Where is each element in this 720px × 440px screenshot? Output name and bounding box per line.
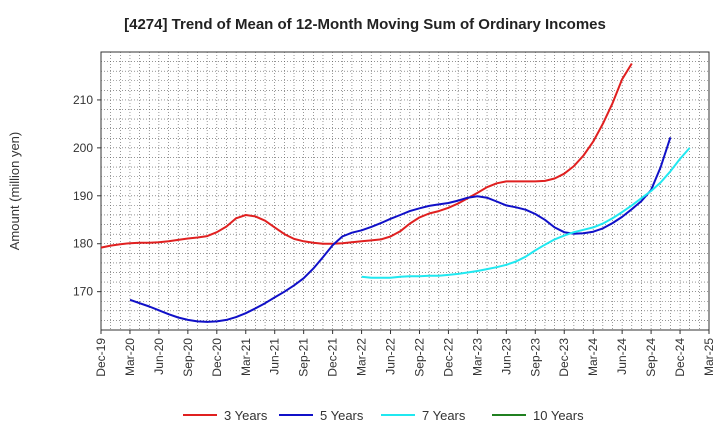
x-tick-label: Sep-20 (181, 338, 195, 377)
x-tick-label: Dec-22 (441, 338, 455, 377)
x-tick-label: Sep-24 (644, 338, 658, 377)
x-tick-label: Mar-21 (239, 338, 253, 376)
y-tick-label: 180 (73, 237, 93, 251)
y-tick-label: 190 (73, 189, 93, 203)
grid-lines (101, 52, 709, 330)
x-tick-label: Mar-25 (702, 338, 716, 376)
x-tick-label: Jun-23 (499, 338, 513, 375)
x-tick-label: Mar-23 (470, 338, 484, 376)
x-tick-label: Jun-22 (384, 338, 398, 375)
x-tick-label: Mar-24 (586, 338, 600, 376)
series-line-3-years (100, 62, 633, 249)
series-line-7-years (361, 147, 691, 279)
x-tick-label: Jun-24 (615, 338, 629, 375)
series-line-5-years (129, 136, 672, 323)
legend: 3 Years 5 Years 7 Years 10 Years (183, 408, 584, 423)
y-tick-label: 210 (73, 93, 93, 107)
x-tick-label: Mar-20 (123, 338, 137, 376)
legend-label-10-years: 10 Years (533, 408, 584, 423)
x-axis-ticks: Dec-19 Mar-20 Jun-20 Sep-20 Dec-20 Mar-21 Jun-… (94, 330, 716, 377)
plot-area (100, 51, 710, 331)
x-tick-label: Dec-19 (94, 338, 108, 377)
x-tick-label: Sep-23 (528, 338, 542, 377)
y-axis-ticks: 170 180 190 200 210 (73, 93, 101, 299)
y-tick-label: 170 (73, 285, 93, 299)
x-tick-label: Dec-20 (210, 338, 224, 377)
x-tick-label: Jun-20 (152, 338, 166, 375)
legend-label-7-years: 7 Years (422, 408, 466, 423)
x-tick-label: Dec-23 (557, 338, 571, 377)
x-tick-label: Sep-22 (412, 338, 426, 377)
x-tick-label: Mar-22 (355, 338, 369, 376)
legend-label-5-years: 5 Years (320, 408, 364, 423)
legend-label-3-years: 3 Years (224, 408, 268, 423)
x-tick-label: Sep-21 (297, 338, 311, 377)
y-axis-title: Amount (million yen) (7, 132, 22, 251)
x-tick-label: Jun-21 (268, 338, 282, 375)
x-tick-label: Dec-21 (326, 338, 340, 377)
chart-title: [4274] Trend of Mean of 12-Month Moving … (124, 16, 606, 33)
x-tick-label: Dec-24 (673, 338, 687, 377)
y-tick-label: 200 (73, 141, 93, 155)
series-lines (100, 62, 691, 323)
